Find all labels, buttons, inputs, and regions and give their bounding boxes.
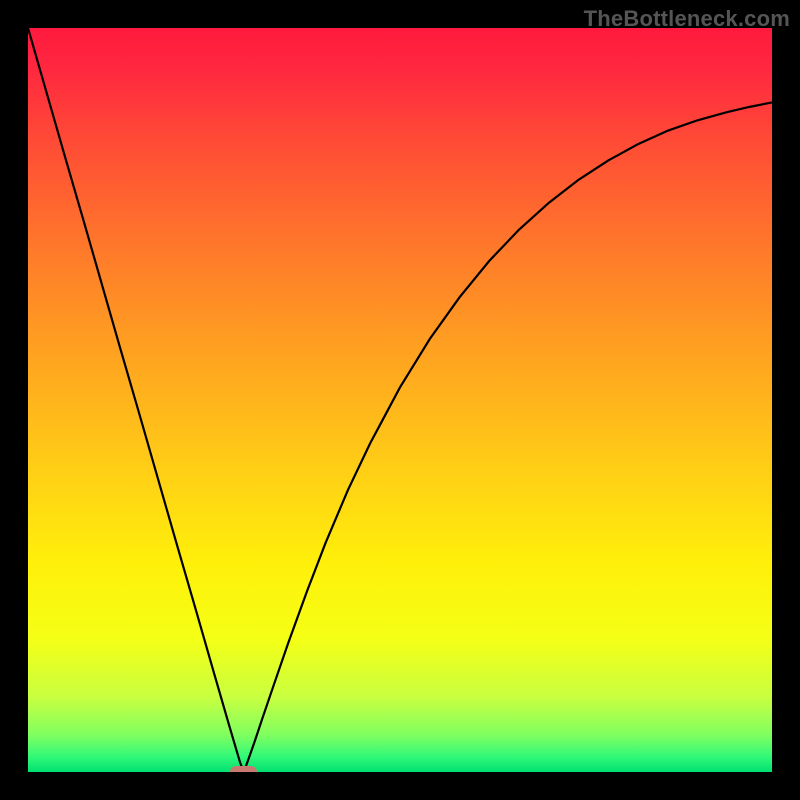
watermark-text: TheBottleneck.com [584,6,790,32]
curve-left-branch [28,28,244,772]
curve-right-branch [244,102,772,772]
minimum-marker [230,766,257,772]
curve-layer [28,28,772,772]
chart-gradient-area [28,28,772,772]
chart-outer-frame [28,28,772,772]
